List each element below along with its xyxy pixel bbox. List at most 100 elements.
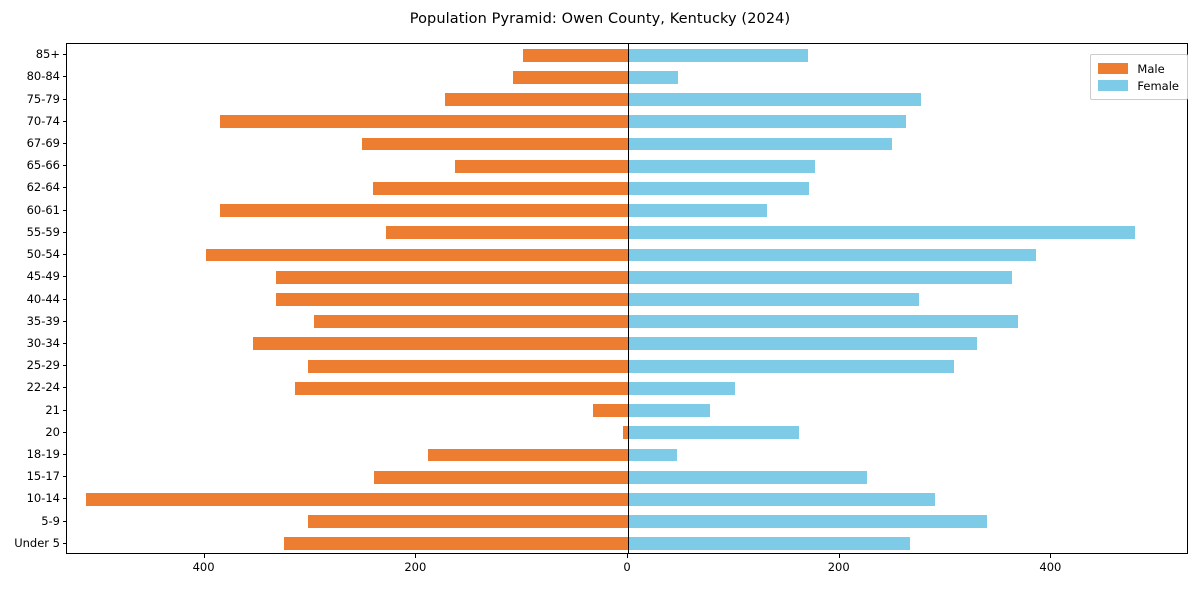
y-axis-tick-mark [62,76,66,78]
y-axis-tick-mark [62,276,66,278]
bar-row [67,404,1187,418]
y-axis-tick-label: 55-59 [26,224,60,239]
bar-male [622,426,628,440]
y-axis-tick-label: 15-17 [26,469,60,484]
bar-row [67,48,1187,62]
y-axis-tick-mark [62,431,66,433]
y-axis-tick-label: 60-61 [26,202,60,217]
y-axis-tick-mark [62,454,66,456]
y-axis-tick-mark [62,209,66,211]
bar-male [373,470,628,484]
bar-male [220,115,628,129]
y-axis-tick-label: 80-84 [26,69,60,84]
bar-row [67,337,1187,351]
y-axis-tick-mark [62,98,66,100]
bar-female [628,315,1018,329]
y-axis-tick-label: 21 [45,402,60,417]
bar-female [628,226,1136,240]
bar-row [67,537,1187,551]
bar-row [67,159,1187,173]
bar-row [67,226,1187,240]
x-axis-tick-label: 400 [1039,560,1062,574]
y-axis-tick-mark [62,165,66,167]
y-axis-tick-mark [62,320,66,322]
y-axis-tick-mark [62,409,66,411]
legend-swatch-male [1098,63,1129,74]
y-axis-tick-label: 40-44 [26,291,60,306]
x-axis-tick-label: 400 [192,560,215,574]
y-axis-tick-label: 85+ [35,47,60,62]
y-axis-tick-label: 35-39 [26,313,60,328]
bar-female [628,270,1013,284]
bar-female [628,48,808,62]
y-axis-tick-mark [62,187,66,189]
bars-layer [67,44,1187,553]
y-axis-tick-mark [62,120,66,122]
bar-row [67,204,1187,218]
bar-male [205,248,628,262]
y-axis-tick-mark [62,254,66,256]
y-axis-tick-mark [62,54,66,56]
y-axis-tick-mark [62,142,66,144]
bar-male [444,93,628,106]
y-axis-tick-mark [62,387,66,389]
y-axis-tick-label: 50-54 [26,247,60,262]
bar-female [628,537,910,551]
x-axis-tick-mark [627,554,628,558]
x-axis-tick-mark [838,554,840,558]
bar-row [67,515,1187,529]
y-axis-tick-label: 65-66 [26,158,60,173]
bar-male [512,70,628,84]
bar-female [628,181,809,195]
bar-male [362,137,628,151]
y-axis-tick-label: 70-74 [26,113,60,128]
y-axis-tick-label: 67-69 [26,135,60,150]
bar-row [67,70,1187,84]
bar-female [628,159,816,173]
bar-female [628,337,978,351]
bar-male [313,315,628,329]
bar-male [455,159,628,173]
bar-male [220,204,628,218]
y-axis-tick-label: 20 [45,424,60,439]
bar-row [67,359,1187,373]
y-axis-tick-label: 22-24 [26,380,60,395]
bar-row [67,493,1187,506]
y-axis-tick-label: 5-9 [41,513,60,528]
x-axis-tick-label: 200 [827,560,850,574]
y-axis-tick-label: 10-14 [26,491,60,506]
bar-female [628,137,892,151]
y-axis-tick-label: 30-34 [26,335,60,350]
plot-area [66,43,1188,554]
chart-legend: Male Female [1090,54,1188,100]
bar-row [67,470,1187,484]
bar-row [67,315,1187,329]
bar-female [628,381,735,395]
bar-row [67,293,1187,306]
chart-title: Population Pyramid: Owen County, Kentuck… [409,11,791,27]
bar-female [628,448,677,462]
bar-row [67,448,1187,462]
bar-row [67,426,1187,440]
x-axis-tick-mark [415,554,417,558]
legend-item-female[interactable]: Female [1098,77,1179,94]
bar-male [294,381,628,395]
y-axis-tick-mark [62,365,66,367]
bar-row [67,270,1187,284]
x-axis-tick-mark [203,554,205,558]
bar-male [593,404,628,418]
y-axis-tick-mark [62,542,66,544]
bar-female [628,93,922,106]
zero-axis-line [628,44,629,553]
y-axis-tick-label: 62-64 [26,180,60,195]
legend-item-male[interactable]: Male [1098,60,1179,77]
bar-male [372,181,628,195]
bar-female [628,248,1036,262]
bar-male [523,48,628,62]
legend-label: Male [1137,61,1165,76]
bar-row [67,137,1187,151]
bar-male [308,359,628,373]
bar-row [67,93,1187,106]
y-axis-tick-labels: Under 5 5-9 10-14 15-17 18-19 20 21 22-24 25-29 3… [0,43,60,554]
